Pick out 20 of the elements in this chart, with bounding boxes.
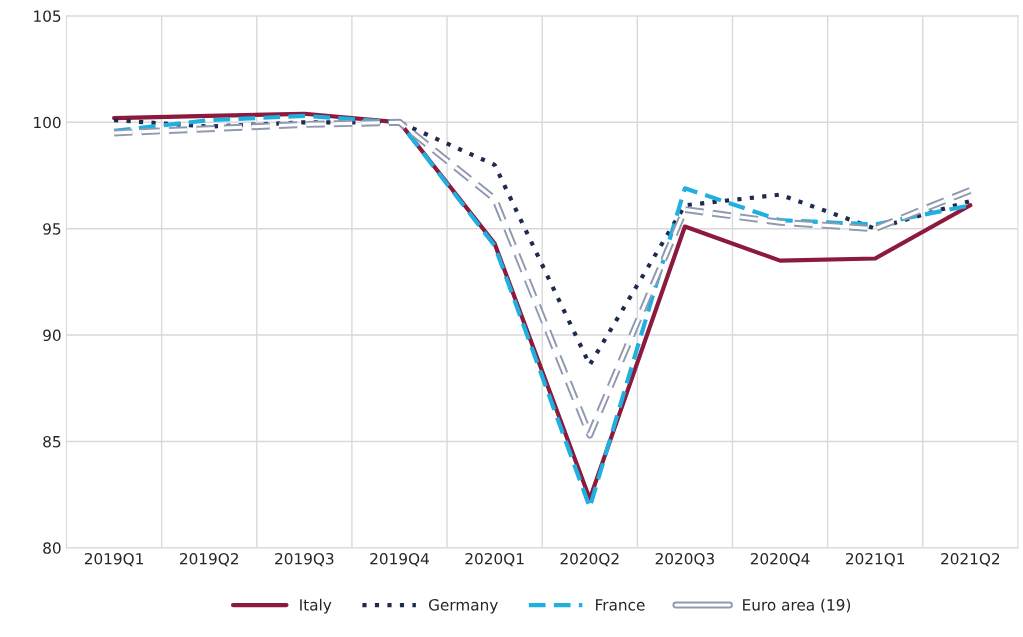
- x-tick-label: 2019Q1: [84, 552, 143, 567]
- y-tick-label: 85: [43, 435, 61, 448]
- legend-label: Euro area (19): [743, 598, 851, 613]
- x-tick-label: 2020Q4: [750, 552, 810, 567]
- x-tick-label: 2019Q2: [180, 552, 238, 567]
- y-tick-label: 95: [43, 223, 61, 235]
- x-tick-label: 2020Q2: [560, 552, 619, 567]
- legend-label: Germany: [428, 599, 498, 614]
- y-tick-label: 100: [34, 116, 61, 129]
- legend-label: France: [596, 599, 645, 611]
- y-tick-label: 80: [43, 542, 61, 554]
- y-tick-label: 90: [43, 329, 61, 342]
- x-tick-label: 2020Q3: [655, 552, 714, 567]
- x-tick-label: 2019Q3: [275, 552, 334, 567]
- x-tick-label: 2019Q4: [370, 552, 429, 567]
- y-tick-label: 105: [34, 10, 61, 22]
- x-tick-label: 2021Q1: [845, 552, 905, 567]
- legend-label: Italy: [300, 598, 332, 614]
- x-tick-label: 2020Q1: [465, 552, 524, 567]
- x-tick-label: 2021Q2: [941, 552, 1000, 567]
